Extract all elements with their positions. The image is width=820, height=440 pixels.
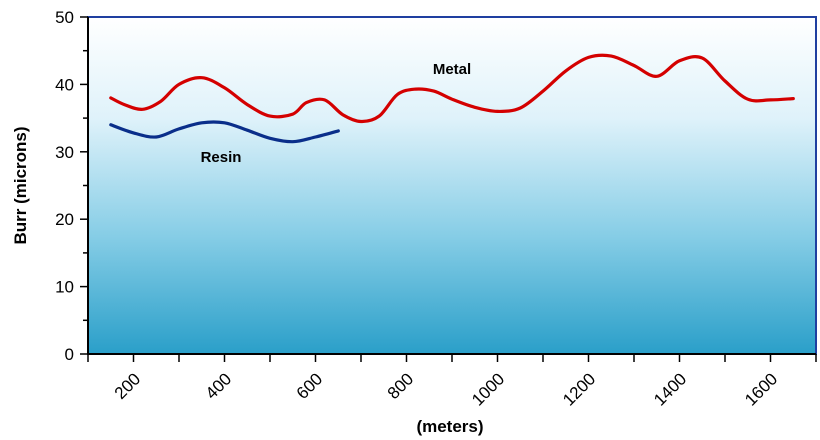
metal-series-label: Metal — [433, 61, 471, 78]
x-tick-label: 600 — [293, 369, 326, 402]
y-tick-label: 0 — [65, 345, 74, 364]
metal-series-line — [109, 53, 795, 124]
series-layer: Metal Resin — [109, 53, 795, 166]
y-axis-title: Burr (microns) — [11, 126, 30, 244]
x-tick-label: 200 — [111, 369, 144, 402]
y-tick-label: 50 — [55, 8, 74, 27]
x-tick-label: 1600 — [741, 369, 781, 409]
x-axis-title: (meters) — [416, 417, 483, 436]
x-tick-label: 400 — [202, 369, 235, 402]
x-tick-label: 800 — [384, 369, 417, 402]
x-tick-label: 1400 — [650, 369, 690, 409]
y-tick-label: 20 — [55, 210, 74, 229]
x-tick-label: 1000 — [468, 369, 508, 409]
y-tick-label: 40 — [55, 75, 74, 94]
plot-area — [88, 17, 816, 354]
x-tick-label: 1200 — [559, 369, 599, 409]
y-tick-label: 30 — [55, 143, 74, 162]
y-tick-label: 10 — [55, 278, 74, 297]
resin-series-label: Resin — [201, 149, 242, 166]
resin-series-line — [109, 120, 340, 144]
